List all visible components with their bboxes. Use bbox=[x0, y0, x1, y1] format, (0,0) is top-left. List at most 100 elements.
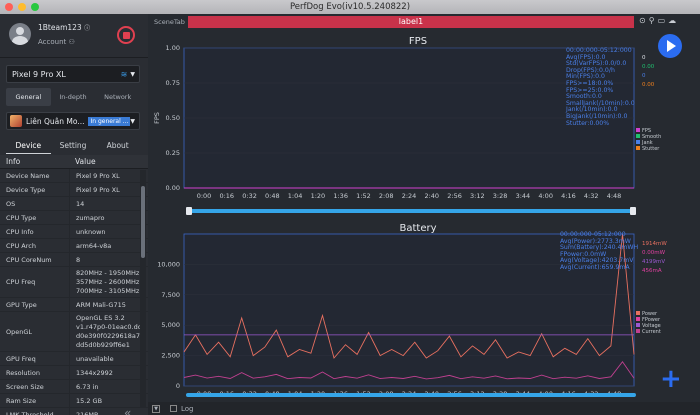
maximize-window-button[interactable] bbox=[31, 3, 39, 11]
legend-swatch bbox=[636, 146, 640, 150]
user-switch-icon[interactable]: ⚇ bbox=[68, 38, 75, 46]
legend-label: Voltage bbox=[642, 323, 661, 329]
stat-line: Jank(/10min):0.0 bbox=[566, 106, 618, 114]
table-row: GPU Freq unavailable bbox=[0, 352, 148, 366]
info-icon[interactable]: ⓘ bbox=[84, 25, 91, 32]
info-value: OpenGL ES 3.2 v1.r47p0-01eac0.dc d0e390f… bbox=[69, 312, 141, 351]
legend-item[interactable]: Jank bbox=[636, 140, 661, 146]
username: 1Bteam123 bbox=[38, 23, 82, 32]
upload-icon[interactable]: ☁ bbox=[668, 16, 677, 25]
log-checkbox[interactable] bbox=[170, 405, 177, 412]
table-row: LMK Threshold 216MB bbox=[0, 408, 148, 415]
collapse-sidebar-icon[interactable]: « bbox=[124, 406, 132, 415]
current-value: 0.00 bbox=[642, 82, 655, 88]
fps-slider-end-handle[interactable] bbox=[630, 207, 636, 215]
battery-time-slider[interactable] bbox=[186, 393, 636, 397]
info-key: Device Name bbox=[6, 172, 50, 180]
scene-label[interactable]: label1 bbox=[188, 16, 634, 28]
avatar[interactable] bbox=[9, 23, 31, 45]
info-key: Resolution bbox=[6, 369, 40, 377]
header-value: Value bbox=[75, 157, 96, 166]
tab-about[interactable]: About bbox=[106, 141, 129, 150]
table-row: OpenGL OpenGL ES 3.2 v1.r47p0-01eac0.dc d… bbox=[0, 312, 148, 352]
scrollbar-thumb[interactable] bbox=[141, 186, 145, 258]
legend-label: Power bbox=[642, 311, 658, 317]
chevron-down-icon: ▼ bbox=[130, 70, 135, 78]
fps-slider-start-handle[interactable] bbox=[186, 207, 192, 215]
tab-in-depth[interactable]: In-depth bbox=[59, 93, 87, 101]
current-value: 4199mV bbox=[642, 259, 666, 265]
table-row: Resolution 1344x2992 bbox=[0, 366, 148, 380]
location-icon[interactable]: ⊙ bbox=[639, 16, 646, 25]
minimize-window-button[interactable] bbox=[18, 3, 26, 11]
stat-line: SmallJank(/10min):0.0 bbox=[566, 99, 635, 107]
legend-item[interactable]: Current bbox=[636, 329, 661, 335]
legend-label: FPower bbox=[642, 317, 660, 323]
legend-item[interactable]: FPower bbox=[636, 317, 661, 323]
stat-line: Drop(FPS):0.0/h bbox=[566, 66, 615, 74]
battery-current-values: 1914mW 0.00mW 4199mV 456mA bbox=[642, 240, 667, 276]
info-value: unknown bbox=[69, 225, 134, 238]
main-panel: SceneTab label1 ⊙ ⚲ ▭ ☁ 1.00 0.75 0.50 0.25… bbox=[148, 14, 700, 415]
legend-item[interactable]: FPS bbox=[636, 128, 661, 134]
y-tick-label: 7,500 bbox=[161, 291, 180, 299]
info-key: CPU CoreNum bbox=[6, 256, 52, 264]
play-button[interactable] bbox=[658, 34, 682, 58]
app-selector[interactable]: Liên Quân Mo... In general ... ▼ bbox=[6, 112, 140, 130]
x-tick-label: 4:48 bbox=[607, 192, 622, 200]
stat-line: FPS>=25:0.0% bbox=[566, 86, 614, 94]
stat-line: 00:00:000-05:12:000 bbox=[560, 231, 626, 238]
x-tick-label: 4:32 bbox=[584, 192, 599, 200]
add-chart-button[interactable]: + bbox=[660, 364, 682, 394]
scene-tab[interactable]: SceneTab bbox=[154, 18, 185, 26]
battery-chart-title: Battery bbox=[399, 223, 437, 234]
y-tick-label: 0 bbox=[176, 382, 180, 390]
stat-line: Avg(Voltage):4203.7mV bbox=[560, 257, 634, 265]
legend-item[interactable]: Stutter bbox=[636, 146, 661, 152]
fps-time-slider[interactable] bbox=[186, 209, 636, 213]
legend-item[interactable]: Power bbox=[636, 311, 661, 317]
current-value: 0.00 bbox=[642, 64, 655, 70]
legend-swatch bbox=[636, 329, 640, 333]
fps-y-axis-label: FPS bbox=[152, 112, 161, 124]
series-line-power bbox=[183, 233, 635, 359]
legend-label: Stutter bbox=[642, 146, 660, 152]
legend-label: Jank bbox=[642, 140, 653, 146]
tab-network[interactable]: Network bbox=[104, 93, 132, 101]
y-tick-label: 5,000 bbox=[161, 321, 180, 329]
sidebar-scrollbar[interactable] bbox=[140, 170, 146, 408]
table-row: Ram Size 15.2 GB bbox=[0, 394, 148, 408]
x-tick-label: 0:48 bbox=[265, 192, 280, 200]
expand-log-icon[interactable]: ▼ bbox=[152, 404, 160, 413]
folder-icon[interactable]: ▭ bbox=[657, 16, 666, 25]
fps-current-values: 0 0.00 0 0.00 bbox=[642, 54, 654, 90]
tab-setting[interactable]: Setting bbox=[59, 141, 87, 150]
pin-icon[interactable]: ⚲ bbox=[648, 16, 655, 25]
device-selector[interactable]: Pixel 9 Pro XL ≋ ▼ bbox=[6, 65, 140, 83]
stat-line: Avg(Power):2773.3mW bbox=[560, 237, 631, 245]
info-value: 6.73 in bbox=[69, 380, 134, 393]
legend-swatch bbox=[636, 323, 640, 327]
y-tick-label: 0.25 bbox=[166, 149, 180, 157]
info-key: OpenGL bbox=[6, 328, 33, 336]
record-button[interactable] bbox=[117, 26, 135, 44]
account-label[interactable]: Account bbox=[38, 38, 67, 46]
close-window-button[interactable] bbox=[5, 3, 13, 11]
info-key: CPU Arch bbox=[6, 242, 36, 250]
table-row: CPU Info unknown bbox=[0, 225, 148, 239]
tab-device[interactable]: Device bbox=[6, 138, 51, 154]
info-tabs: Device Setting About bbox=[6, 138, 140, 154]
fps-stats: 00:00:000-05:12:000 Avg(FPS):0.0 Std(VarFP… bbox=[566, 47, 635, 127]
legend-label: Smooth bbox=[642, 134, 662, 140]
y-tick-label: 2,500 bbox=[161, 352, 180, 360]
info-value: 820MHz - 1950MHz 357MHz - 2600MHz 700MHz… bbox=[69, 267, 139, 297]
info-value: 8 bbox=[69, 253, 134, 266]
info-key: Device Type bbox=[6, 186, 46, 194]
legend-item[interactable]: Smooth bbox=[636, 134, 661, 140]
battery-legend: Power FPower Voltage Current bbox=[636, 311, 661, 335]
stat-line: 00:00:000-05:12:000 bbox=[566, 47, 632, 54]
tab-general[interactable]: General bbox=[6, 88, 51, 106]
info-value: unavailable bbox=[69, 352, 134, 365]
legend-item[interactable]: Voltage bbox=[636, 323, 661, 329]
info-key: LMK Threshold bbox=[6, 411, 54, 415]
